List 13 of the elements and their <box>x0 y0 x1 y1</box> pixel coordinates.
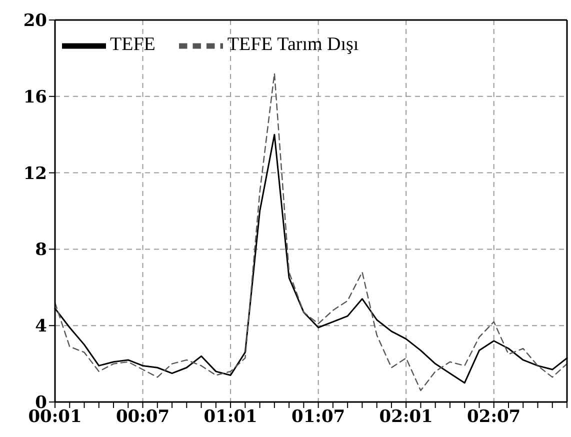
y-tick-label: 4 <box>35 316 48 337</box>
y-tick-label: 20 <box>23 11 48 32</box>
y-tick-label: 16 <box>23 87 47 108</box>
legend-label: TEFE <box>110 34 156 56</box>
y-tick-label: 12 <box>23 164 47 184</box>
x-tick-label: 02:01 <box>379 407 433 428</box>
x-tick-label: 01:07 <box>292 407 346 428</box>
line-series <box>54 72 568 392</box>
x-tick-label: 00:07 <box>116 407 170 428</box>
x-tick-label: 01:01 <box>204 407 258 428</box>
x-tick-label: 02:07 <box>467 407 521 428</box>
y-tick-label: 8 <box>35 240 47 260</box>
legend-label: TEFE Tarım Dışı <box>227 34 359 56</box>
